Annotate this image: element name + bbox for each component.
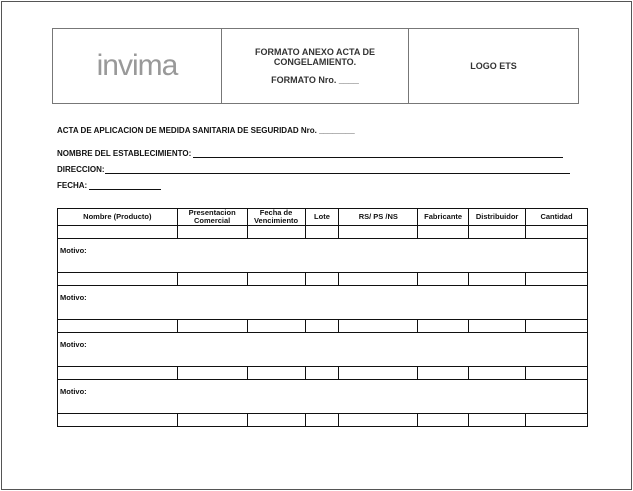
- table-cell[interactable]: [246, 272, 306, 286]
- title-line1: FORMATO ANEXO ACTA DE: [255, 47, 375, 57]
- invima-logo-cell: invima: [53, 29, 222, 103]
- table-row: [57, 272, 588, 286]
- header-table: invima FORMATO ANEXO ACTA DE CONGELAMIEN…: [52, 28, 579, 104]
- table-cell[interactable]: [176, 225, 248, 239]
- table-cell[interactable]: [417, 225, 470, 239]
- table-cell[interactable]: [304, 366, 340, 380]
- col-fecha-vencimiento: Fecha de Vencimiento: [246, 208, 306, 226]
- table-cell[interactable]: [525, 272, 588, 286]
- invima-logo: invima: [96, 49, 179, 82]
- motivo-row: Motivo:: [57, 285, 588, 320]
- motivo-label[interactable]: Motivo:: [57, 285, 588, 320]
- table-row: [57, 366, 588, 380]
- products-table: Nombre (Producto) Presentacion Comercial…: [57, 208, 588, 427]
- table-cell[interactable]: [304, 413, 340, 427]
- table-cell[interactable]: [176, 366, 248, 380]
- table-cell[interactable]: [246, 319, 306, 333]
- table-cell[interactable]: [417, 319, 470, 333]
- table-cell[interactable]: [304, 319, 340, 333]
- acta-title: ACTA DE APLICACION DE MEDIDA SANITARIA D…: [57, 126, 355, 135]
- table-cell[interactable]: [525, 366, 588, 380]
- table-cell[interactable]: [57, 225, 178, 239]
- table-cell[interactable]: [57, 319, 178, 333]
- table-cell[interactable]: [525, 413, 588, 427]
- table-cell[interactable]: [176, 413, 248, 427]
- motivo-row: Motivo:: [57, 332, 588, 367]
- table-cell[interactable]: [176, 272, 248, 286]
- col-distribuidor: Distribuidor: [468, 208, 527, 226]
- fecha-label: FECHA:: [57, 181, 88, 190]
- table-cell[interactable]: [468, 272, 527, 286]
- fecha-field[interactable]: FECHA:: [57, 181, 162, 190]
- table-cell[interactable]: [468, 319, 527, 333]
- table-cell[interactable]: [57, 366, 178, 380]
- table-cell[interactable]: [57, 272, 178, 286]
- logo-ets: LOGO ETS: [470, 61, 517, 71]
- table-cell[interactable]: [246, 413, 306, 427]
- establecimiento-label: NOMBRE DEL ESTABLECIMIENTO:: [57, 149, 192, 158]
- motivo-row: Motivo:: [57, 238, 588, 273]
- formato-number: FORMATO Nro. ____: [271, 75, 359, 85]
- table-cell[interactable]: [525, 225, 588, 239]
- establecimiento-field[interactable]: NOMBRE DEL ESTABLECIMIENTO:: [57, 149, 564, 158]
- table-cell[interactable]: [525, 319, 588, 333]
- table-row: [57, 413, 588, 427]
- col-lote: Lote: [304, 208, 340, 226]
- table-cell[interactable]: [468, 225, 527, 239]
- table-cell[interactable]: [338, 272, 419, 286]
- col-rs-ps-ns: RS/ PS /NS: [338, 208, 419, 226]
- direccion-label: DIRECCION:: [57, 165, 105, 174]
- direccion-field[interactable]: DIRECCION:: [57, 165, 570, 174]
- title-line2: CONGELAMIENTO.: [273, 57, 357, 67]
- motivo-row: Motivo:: [57, 379, 588, 414]
- table-cell[interactable]: [304, 272, 340, 286]
- col-cantidad: Cantidad: [525, 208, 588, 226]
- table-cell[interactable]: [417, 272, 470, 286]
- motivo-label[interactable]: Motivo:: [57, 379, 588, 414]
- motivo-label[interactable]: Motivo:: [57, 238, 588, 273]
- table-cell[interactable]: [304, 225, 340, 239]
- table-header-row: Nombre (Producto) Presentacion Comercial…: [57, 208, 588, 226]
- table-cell[interactable]: [417, 366, 470, 380]
- logo-ets-cell: LOGO ETS: [409, 29, 578, 103]
- table-cell[interactable]: [338, 413, 419, 427]
- table-cell[interactable]: [57, 413, 178, 427]
- table-cell[interactable]: [176, 319, 248, 333]
- table-cell[interactable]: [338, 319, 419, 333]
- motivo-label[interactable]: Motivo:: [57, 332, 588, 367]
- col-nombre: Nombre (Producto): [57, 208, 178, 226]
- table-row: [57, 319, 588, 333]
- table-cell[interactable]: [468, 366, 527, 380]
- table-cell[interactable]: [338, 366, 419, 380]
- table-cell[interactable]: [246, 366, 306, 380]
- table-row: [57, 225, 588, 239]
- table-cell[interactable]: [417, 413, 470, 427]
- col-presentacion: Presentacion Comercial: [176, 208, 248, 226]
- title-cell: FORMATO ANEXO ACTA DE CONGELAMIENTO. FOR…: [222, 29, 409, 103]
- table-cell[interactable]: [246, 225, 306, 239]
- table-cell[interactable]: [468, 413, 527, 427]
- table-cell[interactable]: [338, 225, 419, 239]
- col-fabricante: Fabricante: [417, 208, 470, 226]
